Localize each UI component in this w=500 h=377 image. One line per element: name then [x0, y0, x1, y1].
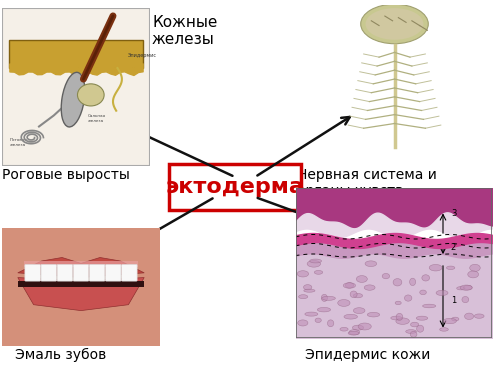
FancyBboxPatch shape [169, 164, 301, 210]
Ellipse shape [462, 296, 468, 303]
Ellipse shape [470, 264, 480, 271]
Text: Сальная
железа: Сальная железа [88, 114, 106, 123]
FancyBboxPatch shape [25, 265, 40, 281]
Ellipse shape [344, 283, 355, 288]
Ellipse shape [416, 325, 424, 332]
Ellipse shape [358, 323, 372, 330]
Text: Роговые выросты: Роговые выросты [2, 168, 130, 182]
Ellipse shape [318, 308, 330, 312]
Ellipse shape [452, 317, 459, 321]
Ellipse shape [444, 318, 456, 324]
Ellipse shape [350, 291, 357, 297]
Ellipse shape [338, 300, 350, 307]
Ellipse shape [474, 314, 484, 318]
Ellipse shape [307, 261, 320, 267]
FancyBboxPatch shape [296, 188, 492, 221]
FancyBboxPatch shape [90, 265, 105, 281]
Text: 1: 1 [451, 296, 456, 305]
Text: 3: 3 [451, 209, 456, 218]
Ellipse shape [304, 289, 315, 292]
Polygon shape [18, 277, 144, 311]
Text: Нервная система и
органы чувств: Нервная система и органы чувств [297, 168, 437, 198]
Ellipse shape [410, 278, 416, 285]
FancyBboxPatch shape [2, 228, 160, 346]
Polygon shape [18, 257, 144, 277]
Ellipse shape [298, 295, 308, 299]
Ellipse shape [404, 295, 412, 301]
Ellipse shape [354, 308, 365, 314]
FancyBboxPatch shape [18, 280, 144, 287]
Text: 2: 2 [451, 244, 456, 253]
Text: эктодерма: эктодерма [166, 177, 304, 197]
Ellipse shape [305, 312, 318, 316]
Ellipse shape [78, 84, 104, 106]
Ellipse shape [315, 318, 322, 323]
Ellipse shape [416, 316, 428, 320]
Ellipse shape [468, 271, 478, 278]
Ellipse shape [344, 314, 358, 319]
Ellipse shape [464, 313, 473, 319]
Ellipse shape [354, 293, 362, 298]
FancyBboxPatch shape [2, 8, 150, 166]
Ellipse shape [393, 279, 402, 286]
Ellipse shape [360, 4, 428, 44]
Text: Эмаль зубов: Эмаль зубов [15, 348, 106, 362]
Ellipse shape [460, 285, 472, 290]
Text: Потовая
железа: Потовая железа [10, 138, 27, 147]
FancyBboxPatch shape [24, 261, 138, 267]
FancyBboxPatch shape [122, 265, 137, 281]
Ellipse shape [391, 316, 402, 320]
Ellipse shape [422, 304, 436, 308]
Ellipse shape [464, 285, 472, 290]
Ellipse shape [420, 290, 426, 295]
Ellipse shape [61, 72, 85, 127]
Ellipse shape [440, 328, 448, 331]
FancyBboxPatch shape [57, 265, 72, 281]
FancyBboxPatch shape [106, 265, 121, 281]
Ellipse shape [410, 322, 418, 327]
Text: Эпидермис: Эпидермис [128, 53, 157, 58]
Ellipse shape [436, 290, 448, 296]
FancyBboxPatch shape [41, 265, 56, 281]
Ellipse shape [366, 8, 424, 40]
Ellipse shape [322, 294, 328, 301]
Ellipse shape [406, 329, 416, 333]
Ellipse shape [314, 270, 322, 274]
Ellipse shape [446, 266, 455, 270]
Ellipse shape [352, 325, 364, 330]
Ellipse shape [310, 259, 322, 263]
Polygon shape [10, 40, 142, 68]
Ellipse shape [422, 275, 430, 281]
Ellipse shape [368, 313, 380, 317]
Ellipse shape [349, 329, 360, 335]
FancyBboxPatch shape [74, 265, 88, 281]
Ellipse shape [346, 283, 354, 288]
Ellipse shape [365, 261, 376, 267]
Ellipse shape [304, 285, 312, 290]
Ellipse shape [395, 301, 401, 305]
Ellipse shape [297, 271, 308, 277]
Ellipse shape [364, 285, 375, 290]
Ellipse shape [356, 276, 368, 282]
Ellipse shape [410, 331, 417, 337]
Ellipse shape [429, 264, 442, 271]
Text: Кожные
железы: Кожные железы [152, 15, 218, 48]
Ellipse shape [340, 327, 348, 331]
Ellipse shape [328, 320, 334, 327]
Ellipse shape [456, 287, 465, 290]
Ellipse shape [348, 331, 359, 335]
Text: Эпидермис кожи: Эпидермис кожи [305, 348, 430, 362]
Ellipse shape [396, 313, 403, 320]
Ellipse shape [382, 273, 390, 279]
Ellipse shape [298, 320, 308, 326]
Ellipse shape [396, 318, 409, 324]
Ellipse shape [322, 296, 336, 300]
